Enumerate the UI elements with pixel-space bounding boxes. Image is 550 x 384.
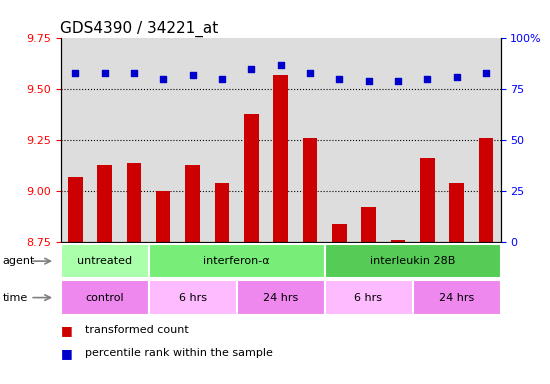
Bar bbox=[449, 183, 464, 242]
Text: untreated: untreated bbox=[77, 256, 132, 266]
Text: 24 hrs: 24 hrs bbox=[439, 293, 474, 303]
Point bbox=[423, 76, 432, 82]
Text: 6 hrs: 6 hrs bbox=[355, 293, 382, 303]
Text: ■: ■ bbox=[60, 347, 72, 360]
Text: percentile rank within the sample: percentile rank within the sample bbox=[85, 348, 273, 358]
Bar bbox=[68, 177, 82, 242]
Text: time: time bbox=[3, 293, 28, 303]
Text: interferon-α: interferon-α bbox=[203, 256, 270, 266]
Text: 6 hrs: 6 hrs bbox=[179, 293, 206, 303]
Point bbox=[159, 76, 168, 82]
Point bbox=[100, 70, 109, 76]
Bar bbox=[126, 162, 141, 242]
Point bbox=[217, 76, 226, 82]
Point bbox=[305, 70, 314, 76]
Point bbox=[71, 70, 80, 76]
Bar bbox=[156, 191, 170, 242]
Point bbox=[335, 76, 344, 82]
Bar bbox=[185, 165, 200, 242]
Point bbox=[481, 70, 490, 76]
Bar bbox=[478, 138, 493, 242]
Bar bbox=[332, 223, 346, 242]
Point bbox=[364, 78, 373, 84]
Text: ■: ■ bbox=[60, 324, 72, 337]
Point bbox=[276, 62, 285, 68]
Text: GDS4390 / 34221_at: GDS4390 / 34221_at bbox=[60, 21, 219, 37]
Point bbox=[393, 78, 402, 84]
Point bbox=[247, 66, 256, 72]
Text: interleukin 28B: interleukin 28B bbox=[370, 256, 455, 266]
Bar bbox=[244, 114, 258, 242]
Text: agent: agent bbox=[3, 256, 35, 266]
Text: transformed count: transformed count bbox=[85, 325, 189, 335]
Bar bbox=[214, 183, 229, 242]
Bar bbox=[273, 75, 288, 242]
Bar bbox=[97, 165, 112, 242]
Point bbox=[452, 74, 461, 80]
Bar bbox=[420, 159, 435, 242]
Bar bbox=[361, 207, 376, 242]
Text: control: control bbox=[85, 293, 124, 303]
Text: 24 hrs: 24 hrs bbox=[263, 293, 298, 303]
Bar bbox=[390, 240, 405, 242]
Point bbox=[129, 70, 138, 76]
Point bbox=[188, 72, 197, 78]
Bar bbox=[302, 138, 317, 242]
